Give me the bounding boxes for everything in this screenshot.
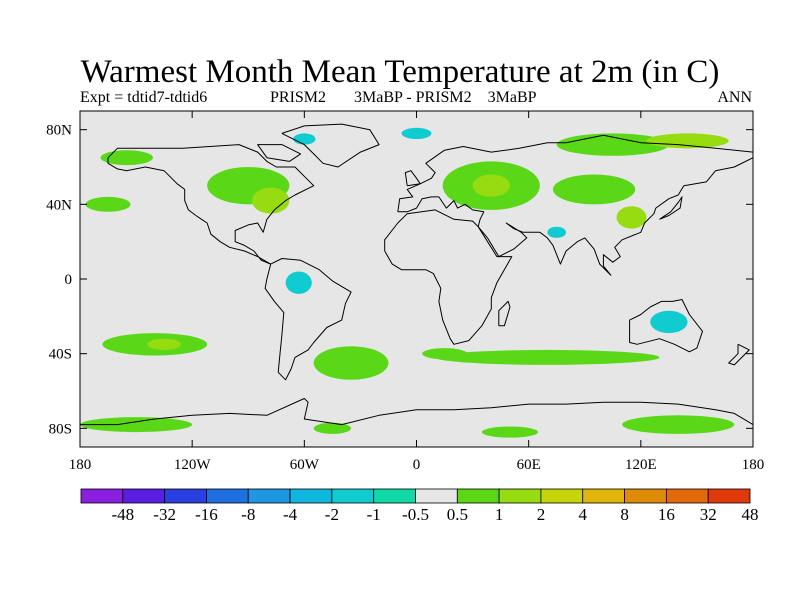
colorbar-swatch <box>122 488 166 504</box>
region-eurasia-west-core <box>472 174 510 197</box>
colorbar-swatch <box>289 488 333 504</box>
colorbar-swatch <box>247 488 291 504</box>
colorbar-swatch <box>164 488 207 504</box>
colorbar-swatch <box>415 488 458 504</box>
lon-tick-label: 60W <box>290 457 320 473</box>
expt-label: Expt = tdtid7-tdtid6 <box>80 89 208 106</box>
region-asia-central <box>552 174 636 205</box>
region-amazon <box>285 271 312 294</box>
lat-tick-label: 40N <box>46 197 72 213</box>
colorbar-label: -1 <box>367 505 381 524</box>
coastlines <box>80 123 753 426</box>
region-s-indian-west <box>422 348 467 360</box>
lat-tick-label: 80S <box>49 421 72 437</box>
colorbar-swatch <box>373 488 416 504</box>
colorbar-swatch <box>707 488 751 504</box>
colorbar-label: 1 <box>495 505 504 524</box>
region-antarctic-west <box>80 417 193 433</box>
coast-baffin <box>257 144 302 162</box>
region-antarctic-mid <box>481 426 539 438</box>
region-antarctic-east <box>622 415 735 434</box>
lon-tick-label: 60E <box>517 457 541 473</box>
lat-tick-label: 40S <box>49 347 72 363</box>
map-background <box>80 111 753 447</box>
lon-tick-label: 120E <box>625 457 657 473</box>
coast-south-america <box>264 258 352 381</box>
region-alaska <box>100 150 153 166</box>
colorbar <box>80 488 751 504</box>
coast-north-america <box>107 144 315 265</box>
coast-japan <box>659 196 683 220</box>
lon-tick-label: 180 <box>69 457 92 473</box>
colorbar-label: 16 <box>658 505 675 524</box>
coast-antarctica <box>80 398 753 426</box>
colorbar-swatch <box>665 488 709 504</box>
dataset-label: PRISM2 <box>270 89 327 106</box>
region-australia <box>650 310 688 334</box>
colorbar-swatch <box>331 488 375 504</box>
colorbar-label: 48 <box>742 505 759 524</box>
colorbar-swatch <box>582 488 625 504</box>
region-arctic-atl <box>401 127 432 139</box>
region-greenland-edge <box>293 133 316 145</box>
coast-eurasia <box>397 134 753 276</box>
anomaly-regions <box>80 127 735 438</box>
region-antarctic-weddell <box>313 422 352 434</box>
region-s-atlantic <box>313 346 389 380</box>
lat-tick-label: 0 <box>65 272 73 288</box>
colorbar-swatch <box>498 488 542 504</box>
coast-new-zealand <box>728 343 750 366</box>
colorbar-labels: -48 -32 -16 -8 -4 -2 -1 -0.5 0.5 1 2 4 8 16 32 48 <box>111 505 758 524</box>
lon-tick-label: 180 <box>742 457 765 473</box>
region-india-cold <box>547 226 567 238</box>
coast-uk <box>404 170 421 187</box>
coast-greenland <box>281 123 380 168</box>
region-n-pacific-east <box>85 196 131 212</box>
colorbar-label: 8 <box>620 505 629 524</box>
colorbar-label: 0.5 <box>447 505 468 524</box>
colorbar-label: -16 <box>195 505 218 524</box>
lon-tick-label: 0 <box>413 457 421 473</box>
lat-axis: 80N 40N 0 40S 80S <box>46 123 753 437</box>
colorbar-label: -32 <box>153 505 176 524</box>
colorbar-swatch <box>624 488 667 504</box>
colorbar-label: 32 <box>700 505 717 524</box>
region-n-america-east <box>251 187 290 214</box>
region-s-indian <box>435 349 660 365</box>
lon-axis: 180 120W 60W 0 60E 120E 180 <box>69 111 765 473</box>
colorbar-swatch <box>206 488 249 504</box>
lat-tick-label: 80N <box>46 123 72 139</box>
lon-tick-label: 120W <box>174 457 212 473</box>
region-s-pacific-core <box>147 338 181 350</box>
season-label: ANN <box>717 89 752 106</box>
colorbar-swatch <box>540 488 584 504</box>
colorbar-label: -2 <box>325 505 339 524</box>
region-china <box>616 206 647 229</box>
coast-africa <box>384 209 513 345</box>
region-siberia-east <box>646 133 729 149</box>
colorbar-label: -48 <box>111 505 134 524</box>
colorbar-label: -0.5 <box>402 505 429 524</box>
colorbar-label: 2 <box>537 505 546 524</box>
colorbar-swatch <box>80 488 124 504</box>
colorbar-label: -4 <box>283 505 298 524</box>
coast-australia <box>629 299 703 353</box>
colorbar-swatch <box>456 488 500 504</box>
coast-madagascar <box>498 300 511 327</box>
colorbar-label: 4 <box>579 505 588 524</box>
page-title: Warmest Month Mean Temperature at 2m (in… <box>80 54 720 90</box>
comparison-label: 3MaBP - PRISM2 3MaBP <box>354 89 537 106</box>
colorbar-label: -8 <box>241 505 255 524</box>
